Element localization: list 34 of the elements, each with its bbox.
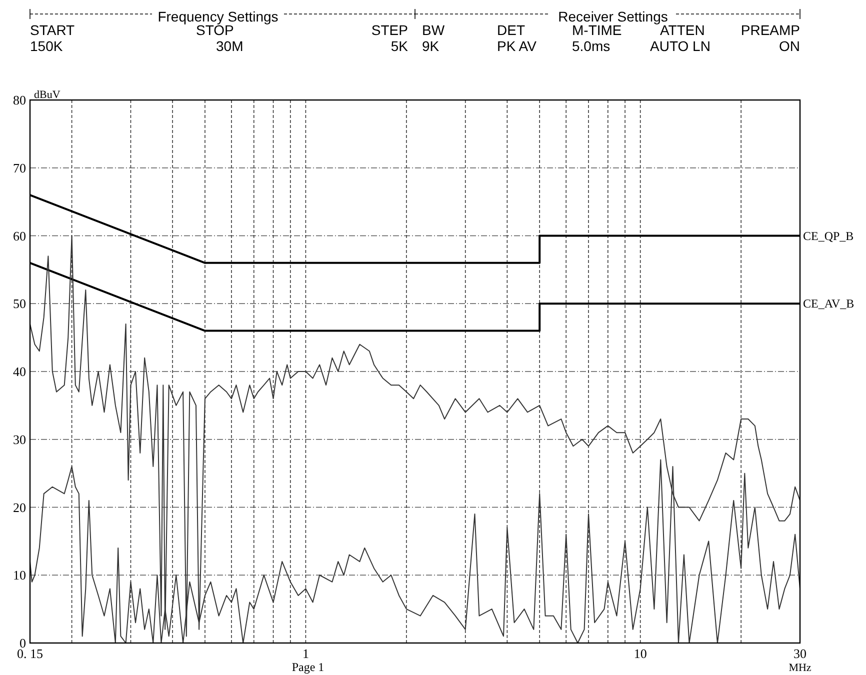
y-tick-label: 80 (13, 92, 26, 108)
y-axis-title: dBuV (34, 89, 60, 101)
text: M-TIME (572, 22, 622, 38)
text: Receiver Settings (558, 8, 668, 25)
text: START (30, 22, 76, 38)
y-tick-label: 50 (13, 296, 26, 312)
x-tick-label: 10 (634, 646, 647, 661)
series-label: CE_QP_B (803, 228, 854, 243)
text: Page 1 (292, 660, 324, 674)
series-label: CE_AV_B (803, 296, 854, 311)
text: STEP (371, 22, 408, 38)
text: DET (497, 22, 526, 38)
text: PK AV (497, 38, 538, 54)
y-tick-label: 0 (20, 636, 26, 651)
text: PREAMP (740, 22, 800, 38)
text: ON (779, 38, 800, 54)
text: 30M (216, 38, 244, 54)
y-tick-label: 30 (13, 432, 26, 447)
y-tick-label: 60 (13, 228, 26, 244)
x-tick-label: 30 (794, 646, 806, 661)
text: 150K (30, 38, 64, 54)
y-tick-label: 40 (13, 364, 26, 380)
x-tick-label: 1 (302, 646, 309, 661)
x-axis-title: MHz (788, 662, 812, 674)
y-tick-label: 10 (13, 568, 26, 583)
text: Frequency Settings (158, 8, 278, 25)
y-tick-label: 20 (13, 500, 26, 515)
y-tick-label: 70 (13, 160, 26, 176)
text: ATTEN (660, 22, 705, 38)
text: AUTO LN (650, 38, 710, 54)
text: BW (422, 22, 446, 38)
text: 9K (422, 38, 440, 54)
text: 5K (390, 38, 409, 54)
text: 5.0ms (572, 38, 610, 54)
